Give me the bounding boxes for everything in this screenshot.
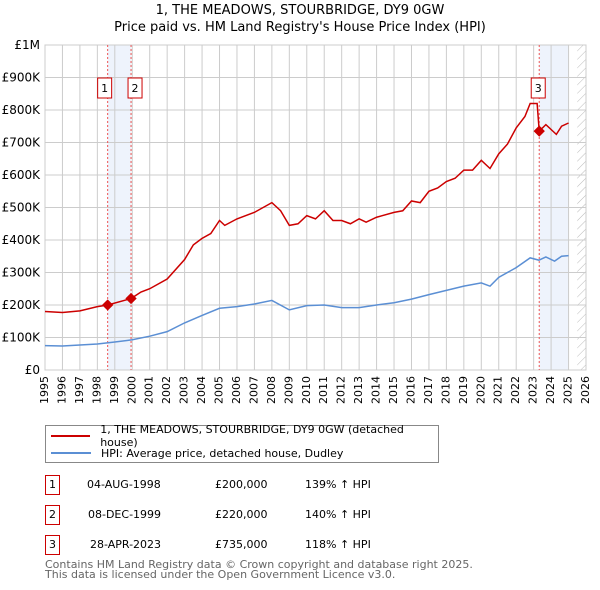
x-tick-label: 2016 [404,376,417,404]
y-tick-label: £100K [2,331,42,345]
sale-label: 3 [535,82,542,95]
legend-swatch-red [51,435,91,437]
x-tick-label: 2003 [178,376,191,404]
x-tick-label: 1999 [108,376,121,404]
footer-line-1: Contains HM Land Registry data © Crown c… [45,558,473,571]
x-tick-label: 1997 [73,376,86,404]
series-line [44,254,569,347]
plot-border [44,44,587,371]
legend-label: HPI: Average price, detached house, Dudl… [101,446,344,460]
y-tick-label: £600K [2,168,42,182]
sale-price: £200,000 [215,478,268,491]
sale-label: 2 [132,82,139,95]
x-tick-label: 1998 [90,376,103,404]
x-tick-label: 2022 [509,376,522,404]
x-tick-label: 1996 [55,376,68,404]
x-tick-label: 2010 [300,376,313,404]
sale-marker-box: 1 [45,475,60,495]
x-tick-label: 2017 [422,376,435,404]
sale-label-box [97,77,113,99]
y-tick-label: £400K [2,233,42,247]
x-tick-label: 2014 [370,376,383,404]
sale-row-1: 1 04-AUG-1998 £200,000 139% ↑ HPI [45,475,445,495]
sale-date: 08-DEC-1999 [88,508,162,521]
sale-label-box [127,77,143,99]
x-tick-label: 2004 [195,376,208,404]
x-tick-label: 2006 [230,376,243,404]
x-tick-label: 2023 [527,376,540,404]
y-tick-label: £500K [2,201,42,215]
x-tick-label: 2012 [335,376,348,404]
sale-row-3: 3 28-APR-2023 £735,000 118% ↑ HPI [45,535,445,555]
x-tick-label: 2018 [439,376,452,404]
x-tick-label: 2000 [125,376,138,404]
sale-price: £220,000 [215,508,268,521]
x-tick-label: 2015 [387,376,400,404]
x-tick-label: 2002 [160,376,173,404]
y-tick-label: £300K [2,266,42,280]
x-tick-label: 2024 [544,376,557,404]
x-tick-label: 2011 [317,376,330,404]
x-tick-label: 2005 [213,376,226,404]
footer: Contains HM Land Registry data © Crown c… [45,558,473,581]
x-tick-label: 2001 [143,376,156,404]
sale-marker-box: 3 [45,535,60,555]
x-tick-label: 2008 [265,376,278,404]
x-tick-label: 2007 [247,376,260,404]
x-tick-label: 2020 [474,376,487,404]
y-tick-label: £900K [2,71,42,85]
sale-date: 04-AUG-1998 [87,478,161,491]
y-tick-label: £1M [14,38,40,52]
series-line [44,102,569,314]
plot-area: 1995 1996 1997 1998 1999 2000 2001 2002 2003 2004… [2,38,592,404]
x-tick-label: 2021 [492,376,505,404]
x-tick-label: 2025 [562,376,575,404]
legend-item-hpi: HPI: Average price, detached house, Dudl… [46,445,343,461]
y-tick-label: £700K [2,136,42,150]
sale-hpi: 139% ↑ HPI [305,478,371,491]
y-tick-label: £800K [2,103,42,117]
chart-title: 1, THE MEADOWS, STOURBRIDGE, DY9 0GW [155,3,445,18]
sale-label: 1 [101,82,108,95]
y-tick-label: £200K [2,298,42,312]
sale-date: 28-APR-2023 [90,538,162,551]
sale-label-box [530,77,546,99]
footer-line-2: This data is licensed under the Open Gov… [45,568,396,581]
sale-price: £735,000 [215,538,268,551]
y-tick-label: £0 [25,363,40,377]
x-tick-label: 1995 [38,376,51,404]
x-tick-label: 2013 [352,376,365,404]
sale-hpi: 118% ↑ HPI [305,538,371,551]
legend-label: 1, THE MEADOWS, STOURBRIDGE, DY9 0GW (de… [100,423,404,449]
chart-subtitle: Price paid vs. HM Land Registry's House … [114,20,486,35]
legend-item-property: 1, THE MEADOWS, STOURBRIDGE, DY9 0GW (de… [46,423,438,449]
sale-marker-box: 2 [45,505,60,525]
sale-hpi: 140% ↑ HPI [305,508,371,521]
sale-row-2: 2 08-DEC-1999 £220,000 140% ↑ HPI [45,505,445,525]
legend: 1, THE MEADOWS, STOURBRIDGE, DY9 0GW (de… [45,423,439,463]
x-tick-label: 2009 [282,376,295,404]
legend-swatch-blue [51,452,91,454]
x-tick-label: 2026 [579,376,592,404]
x-tick-label: 2019 [457,376,470,404]
